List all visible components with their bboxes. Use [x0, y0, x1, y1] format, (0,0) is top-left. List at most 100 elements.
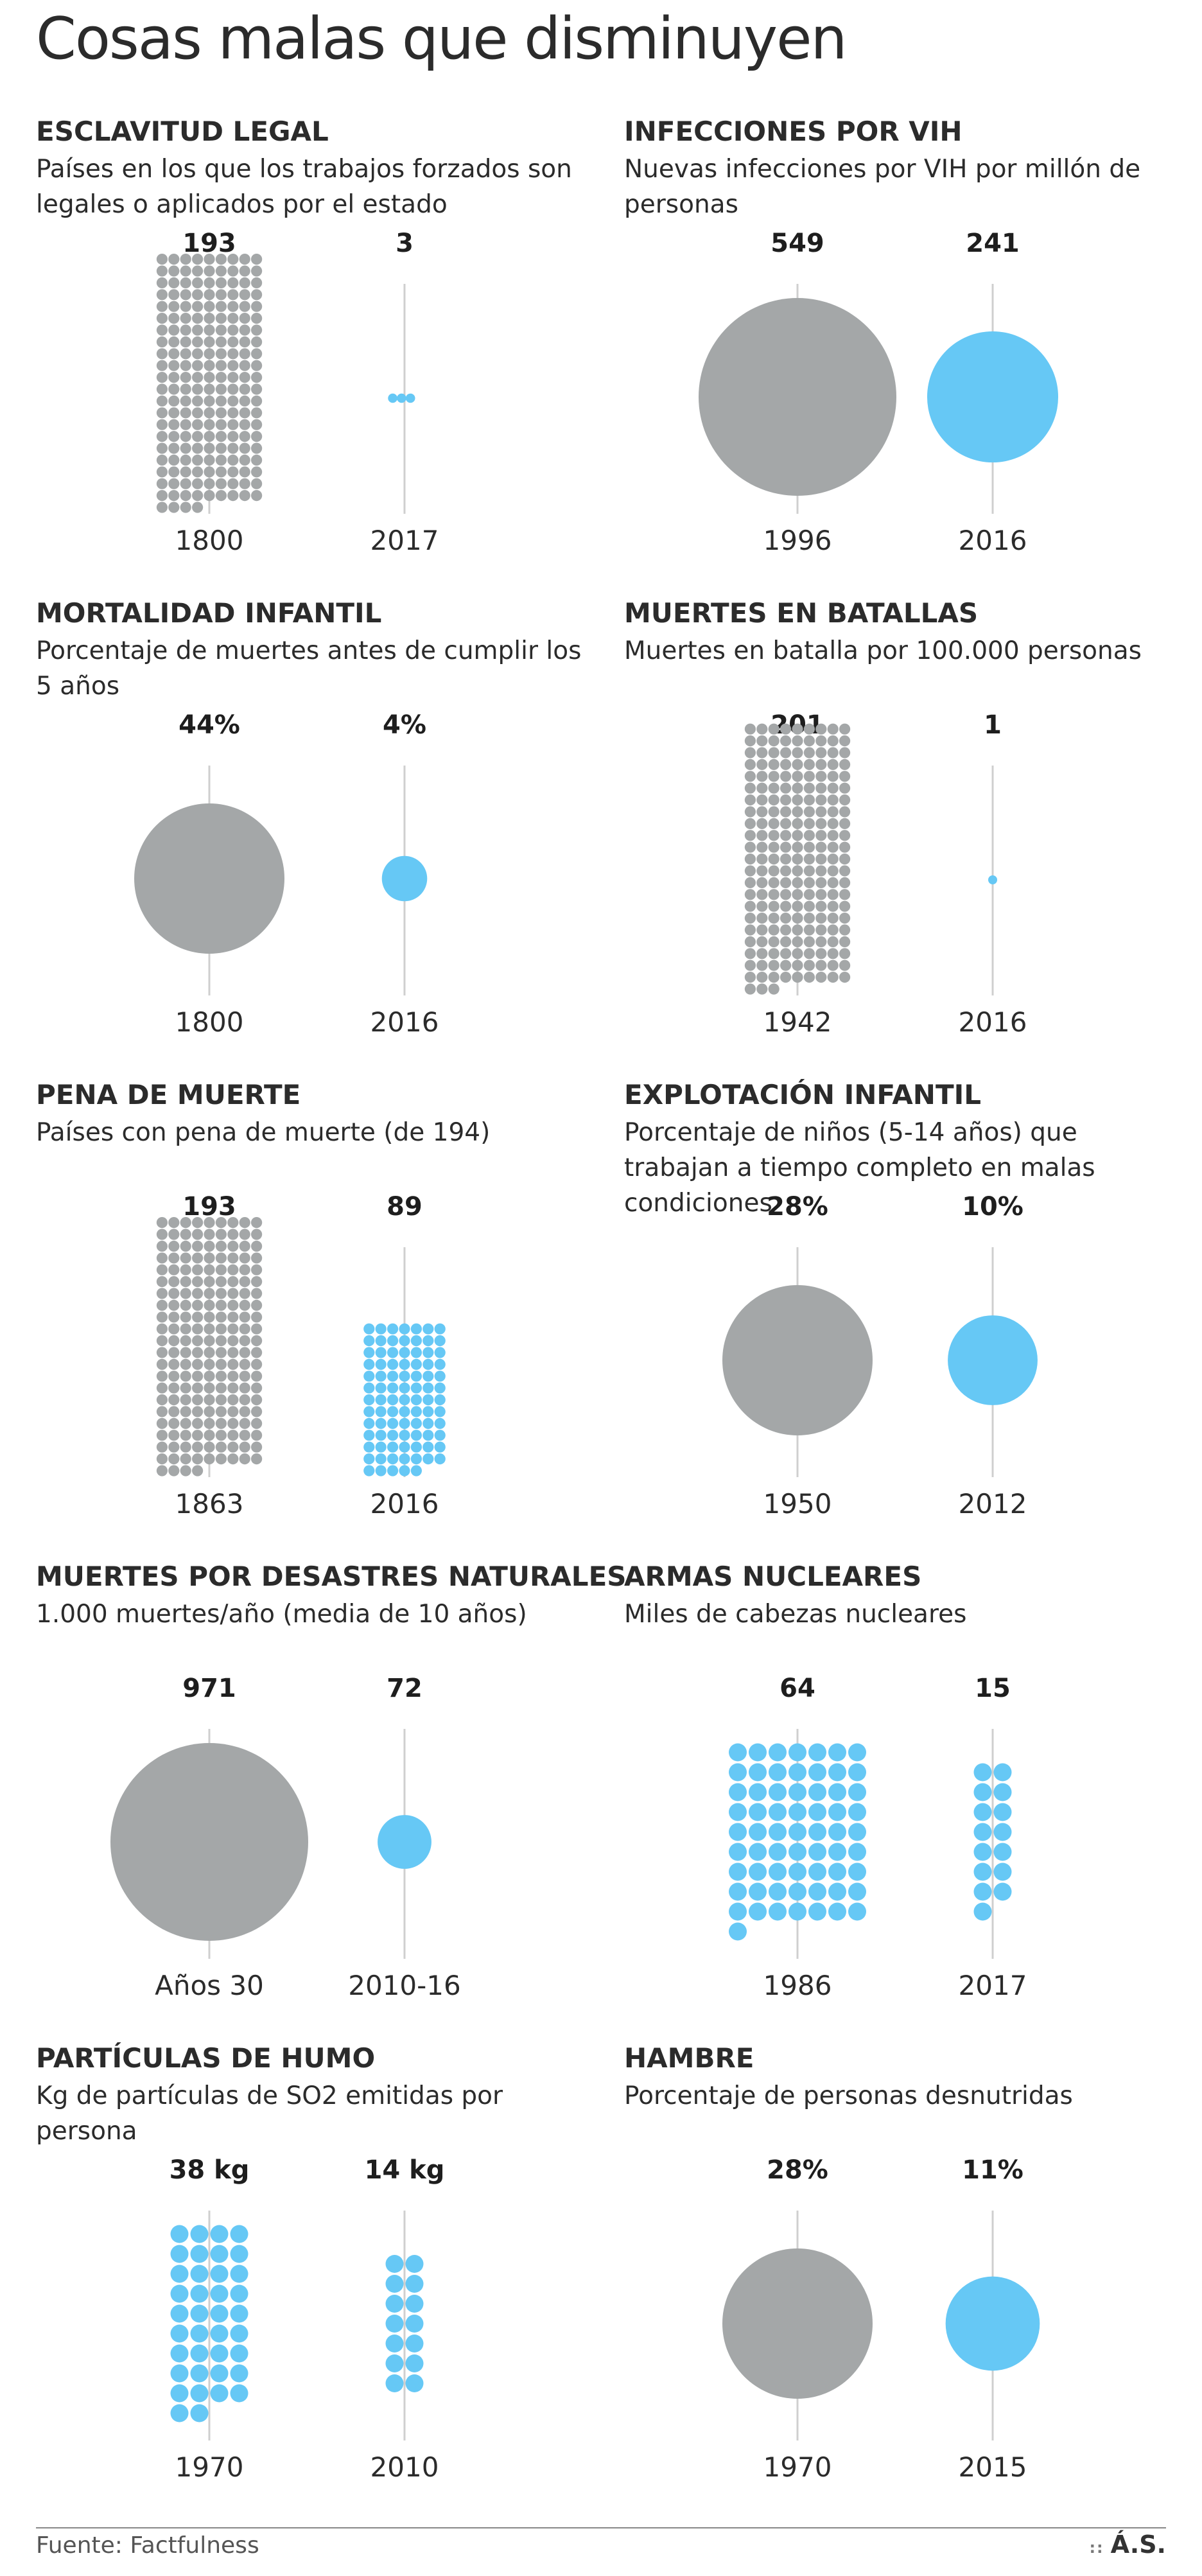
panel-title: MUERTES EN BATALLAS [624, 597, 979, 629]
dot [227, 1394, 239, 1406]
dot [780, 841, 792, 853]
dot [839, 723, 851, 735]
dot [180, 289, 191, 301]
panel-title: ARMAS NUCLEARES [624, 1561, 922, 1592]
dot [803, 794, 815, 806]
dot [839, 972, 851, 983]
dot [168, 407, 180, 419]
dot [204, 277, 215, 288]
dot [768, 983, 780, 995]
dot [192, 1465, 204, 1476]
dot [780, 723, 792, 735]
year-label: 1800 [175, 1006, 244, 1038]
dot [848, 1862, 866, 1881]
dot [251, 301, 263, 312]
dot [204, 1453, 215, 1465]
dot [251, 383, 263, 395]
dot [827, 818, 839, 829]
panel-subtitle: Miles de cabezas nucleares [624, 1600, 967, 1629]
dot [434, 1358, 446, 1370]
dot [803, 972, 815, 983]
dot [768, 723, 780, 735]
dot [230, 2384, 248, 2403]
dot [227, 1441, 239, 1453]
dot [422, 1453, 434, 1465]
dot [839, 771, 851, 782]
dot [815, 747, 827, 758]
dot [749, 1882, 767, 1901]
dot [768, 900, 780, 912]
dot [803, 841, 815, 853]
dot [215, 289, 227, 301]
dot [827, 913, 839, 924]
dot [792, 818, 803, 829]
dot [387, 1394, 399, 1406]
dot [405, 2295, 424, 2313]
dot [168, 1299, 180, 1311]
dot [399, 1441, 410, 1453]
dot [815, 771, 827, 782]
dot [792, 735, 803, 747]
dot [768, 806, 780, 818]
dot [227, 1382, 239, 1394]
dot [230, 2364, 248, 2383]
year-label: 2017 [959, 1970, 1027, 2001]
dot [792, 841, 803, 853]
panel-title: HAMBRE [624, 2042, 754, 2074]
dot [385, 2335, 404, 2353]
dot [803, 735, 815, 747]
dot [239, 1347, 250, 1358]
dot [156, 490, 168, 502]
value-label: 38 kg [170, 2155, 250, 2185]
year-label: 2016 [370, 1488, 439, 1520]
panel-subtitle: Países con pena de muerte (de 194) [36, 1118, 491, 1147]
dot [768, 794, 780, 806]
footer-divider [36, 2527, 1166, 2528]
dot [192, 431, 204, 442]
dot [993, 1763, 1012, 1782]
chart-infecciones-vih: 549 1996 241 2016 [699, 229, 1059, 556]
dot [215, 1371, 227, 1382]
dot [815, 889, 827, 900]
dot [422, 1323, 434, 1335]
dot [827, 841, 839, 853]
value-label: 3 [396, 229, 414, 258]
dot [180, 383, 191, 395]
dot [410, 1358, 422, 1370]
dot [251, 1299, 263, 1311]
dot [827, 936, 839, 947]
dot [192, 313, 204, 324]
dot [788, 1763, 806, 1782]
dot [756, 948, 768, 959]
dot [180, 395, 191, 407]
dot [156, 407, 168, 419]
panel-title: ESCLAVITUD LEGAL [36, 116, 329, 147]
dot [239, 301, 250, 312]
dot [848, 1783, 866, 1801]
dot [405, 393, 415, 403]
dot [180, 265, 191, 277]
dot [792, 854, 803, 865]
dot [756, 794, 768, 806]
dot [410, 1394, 422, 1406]
year-label: 2015 [959, 2451, 1027, 2483]
dot [780, 865, 792, 877]
dot [168, 1430, 180, 1441]
dot [251, 348, 263, 360]
dot [839, 889, 851, 900]
bubble [927, 331, 1059, 463]
dot [803, 723, 815, 735]
dot [156, 1299, 168, 1311]
dot [227, 431, 239, 442]
dot [251, 395, 263, 407]
dot [828, 1823, 846, 1841]
dot [215, 348, 227, 360]
dot [803, 747, 815, 758]
logo-dots: :: [1089, 2539, 1104, 2557]
dot [192, 254, 204, 265]
dot [239, 360, 250, 371]
dot [190, 2344, 209, 2363]
dot [168, 490, 180, 502]
year-label: 1800 [175, 525, 244, 556]
dot [768, 936, 780, 947]
